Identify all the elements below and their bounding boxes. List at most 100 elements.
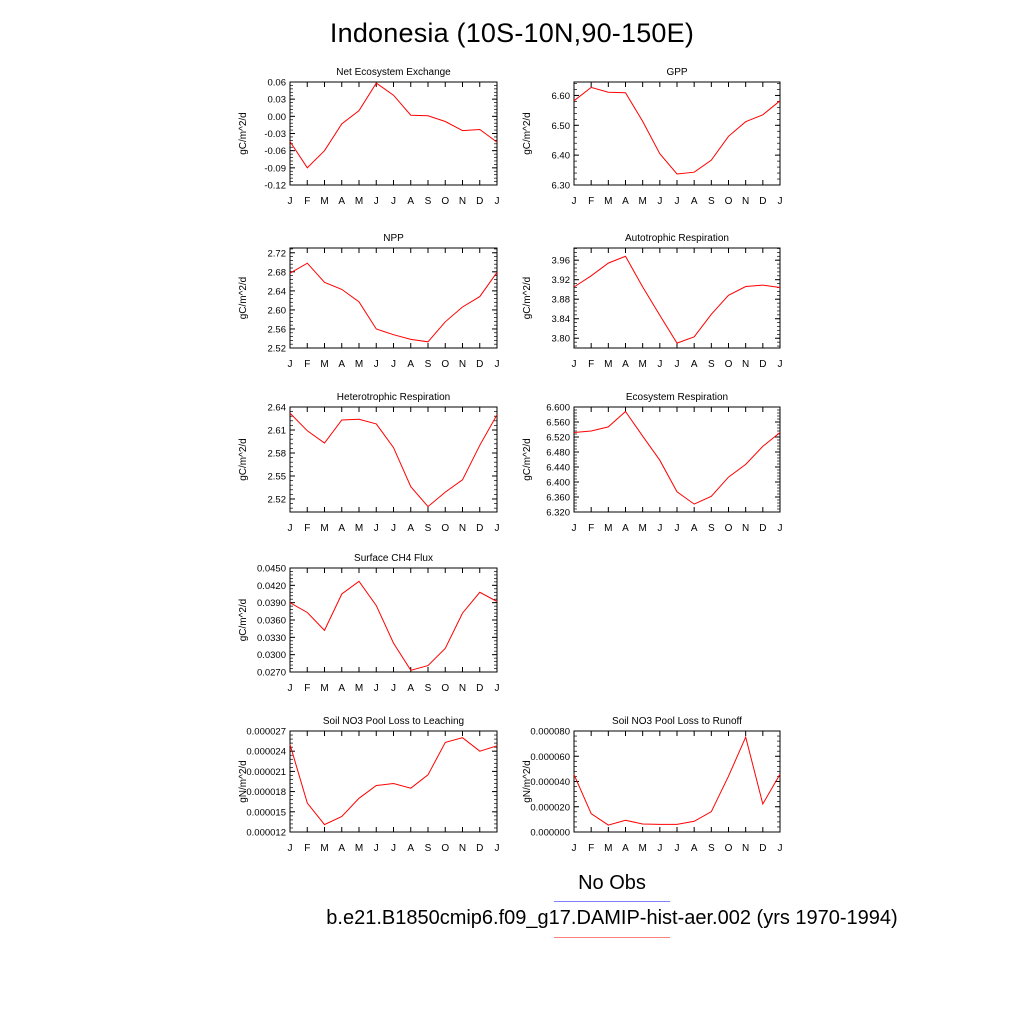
x-tick-label: A xyxy=(407,843,414,854)
legend-case-line xyxy=(554,937,670,938)
y-tick-label: -0.03 xyxy=(264,129,286,140)
x-tick-label: J xyxy=(657,359,662,370)
x-tick-label: A xyxy=(407,683,414,694)
x-tick-label: J xyxy=(778,359,783,370)
plot-frame xyxy=(573,406,781,513)
x-tick-label: J xyxy=(391,196,396,207)
x-tick-label: J xyxy=(391,359,396,370)
x-tick-label: N xyxy=(459,196,466,207)
x-tick-label: S xyxy=(425,683,432,694)
series-line xyxy=(573,255,781,344)
x-tick-label: A xyxy=(622,196,629,207)
y-tick-label: 6.600 xyxy=(546,403,570,414)
x-tick-label: M xyxy=(355,843,363,854)
y-tick-label: 3.92 xyxy=(552,275,571,286)
y-axis-label: gN/m^2/d xyxy=(238,760,249,803)
y-tick-label: 6.60 xyxy=(552,91,571,102)
y-tick-label: 2.58 xyxy=(268,448,287,459)
x-tick-label: O xyxy=(441,683,449,694)
y-tick-label: 0.0330 xyxy=(257,633,286,644)
x-tick-label: J xyxy=(657,523,662,534)
y-axis-label: gC/m^2/d xyxy=(522,112,533,155)
x-tick-label: M xyxy=(638,523,646,534)
x-tick-label: F xyxy=(304,196,310,207)
series-line xyxy=(289,580,498,671)
y-tick-label: 6.30 xyxy=(552,181,571,192)
x-tick-label: M xyxy=(355,359,363,370)
x-tick-label: M xyxy=(604,359,612,370)
x-tick-label: J xyxy=(778,196,783,207)
y-tick-label: 6.40 xyxy=(552,151,571,162)
x-tick-label: M xyxy=(320,683,328,694)
series-line xyxy=(573,410,781,505)
x-tick-label: J xyxy=(778,523,783,534)
panel-4: Heterotrophic Respiration gC/m^2/d 2.64 2.6… xyxy=(238,392,500,534)
x-tick-label: J xyxy=(495,683,500,694)
x-tick-label: O xyxy=(725,523,733,534)
y-tick-label: 6.50 xyxy=(552,121,571,132)
y-tick-label: 0.000060 xyxy=(530,752,570,763)
x-tick-label: J xyxy=(572,196,577,207)
y-tick-label: 0.000027 xyxy=(246,727,286,738)
x-tick-label: M xyxy=(604,843,612,854)
series-line xyxy=(573,735,781,826)
y-tick-label: 3.96 xyxy=(552,256,571,267)
legend-obs-label: No Obs xyxy=(578,872,646,894)
x-tick-label: S xyxy=(425,359,432,370)
x-tick-label: D xyxy=(759,523,766,534)
x-tick-label: F xyxy=(304,523,310,534)
legend-case-label: b.e21.B1850cmip6.f09_g17.DAMIP-hist-aer.… xyxy=(326,907,898,929)
x-tick-label: M xyxy=(355,683,363,694)
x-tick-label: O xyxy=(725,196,733,207)
y-tick-label: 0.06 xyxy=(268,78,287,89)
x-tick-label: J xyxy=(391,683,396,694)
x-tick-label: M xyxy=(355,523,363,534)
y-tick-label: 6.480 xyxy=(546,448,570,459)
panel-title: Surface CH4 Flux xyxy=(354,553,433,564)
y-tick-label: 0.000024 xyxy=(246,747,286,758)
y-tick-label: 2.72 xyxy=(268,248,287,259)
y-tick-label: -0.12 xyxy=(264,181,286,192)
x-tick-label: A xyxy=(691,843,698,854)
x-tick-label: D xyxy=(476,523,483,534)
x-tick-label: J xyxy=(495,359,500,370)
x-tick-label: M xyxy=(320,843,328,854)
x-tick-label: J xyxy=(288,196,293,207)
x-tick-label: D xyxy=(476,359,483,370)
y-axis-label: gC/m^2/d xyxy=(522,277,533,320)
x-tick-label: J xyxy=(495,843,500,854)
series-line xyxy=(289,412,498,508)
y-tick-label: 2.64 xyxy=(268,403,287,414)
y-tick-label: 0.0390 xyxy=(257,598,286,609)
x-tick-label: A xyxy=(338,359,345,370)
y-tick-label: 0.0300 xyxy=(257,650,286,661)
x-tick-label: A xyxy=(338,683,345,694)
x-tick-label: A xyxy=(691,523,698,534)
y-tick-label: 2.56 xyxy=(268,324,287,335)
y-tick-label: 0.0420 xyxy=(257,581,286,592)
y-tick-label: 0.000021 xyxy=(246,767,286,778)
x-tick-label: N xyxy=(459,359,466,370)
panel-title: Heterotrophic Respiration xyxy=(337,392,450,403)
x-tick-label: O xyxy=(441,359,449,370)
x-tick-label: A xyxy=(691,359,698,370)
x-tick-label: A xyxy=(622,523,629,534)
y-tick-label: 0.00 xyxy=(268,112,287,123)
x-tick-label: J xyxy=(572,843,577,854)
y-tick-label: 0.000012 xyxy=(246,828,286,839)
x-tick-label: N xyxy=(742,359,749,370)
x-tick-label: D xyxy=(476,843,483,854)
x-tick-label: J xyxy=(391,843,396,854)
x-tick-label: S xyxy=(708,523,715,534)
x-tick-label: A xyxy=(338,523,345,534)
x-tick-label: A xyxy=(338,196,345,207)
panel-3: Autotrophic Respiration gC/m^2/d 3.96 3.92 3… xyxy=(522,233,783,370)
y-axis-label: gC/m^2/d xyxy=(238,277,249,320)
y-tick-label: 3.84 xyxy=(552,314,571,325)
x-tick-label: F xyxy=(304,683,310,694)
x-tick-label: J xyxy=(675,843,680,854)
y-tick-label: 6.520 xyxy=(546,433,570,444)
x-tick-label: J xyxy=(778,843,783,854)
y-tick-label: 2.52 xyxy=(268,494,287,505)
